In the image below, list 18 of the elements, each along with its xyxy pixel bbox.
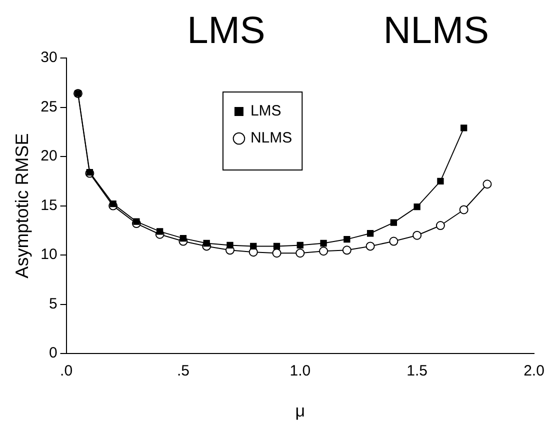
x-tick-label: 2.0 (524, 362, 544, 380)
y-axis-title: Asymptotic RMSE (12, 133, 32, 278)
x-tick-label: .0 (60, 362, 73, 380)
legend-label: LMS (250, 102, 282, 120)
y-tick-label: 0 (48, 344, 58, 362)
y-tick-label: 10 (40, 246, 58, 264)
x-tick-label: .5 (176, 362, 190, 380)
y-tick-label: 25 (40, 98, 58, 116)
text: LMS (187, 10, 266, 53)
x-tick-label: 1.5 (406, 362, 428, 380)
y-tick-label: 15 (40, 196, 58, 214)
legend-label: NLMS (250, 130, 292, 147)
y-tick-label: 20 (40, 148, 58, 165)
x-tick-label: 1.0 (290, 362, 311, 380)
y-tick-label: 30 (40, 49, 58, 66)
x-axis-title: μ (295, 401, 306, 420)
y-tick-label: 5 (48, 295, 58, 312)
text: NLMS (383, 10, 489, 53)
